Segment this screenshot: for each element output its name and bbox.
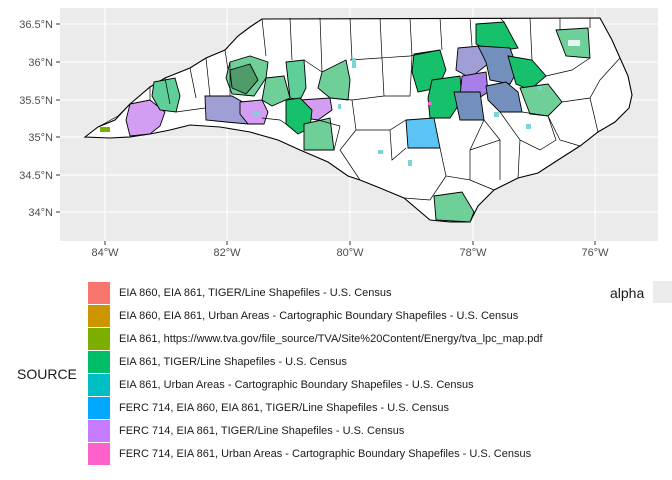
urban-patch: [568, 40, 580, 46]
territory-ferc-tiger-purple1: [125, 99, 166, 137]
legend-swatch: [88, 305, 110, 327]
pink-patch: [428, 102, 432, 105]
territory-tiger-green-i: [427, 75, 463, 119]
map-panel: 36.5°N 36°N 35.5°N 35°N 34.5°N 34°N 84°W…: [19, 8, 658, 259]
legend-swatch: [88, 328, 110, 350]
territory-tiger-green-c: [261, 75, 291, 107]
legend-item: FERC 714, EIA 860, EIA 861, TIGER/Line S…: [88, 397, 449, 419]
territory-tiger-green-d: [285, 59, 307, 101]
lat-tick-label: 35°N: [28, 132, 53, 144]
lon-tick-label: 76°W: [581, 247, 609, 259]
urban-patch: [538, 86, 542, 90]
lon-tick-label: 84°W: [91, 247, 119, 259]
territory-ferc-tiger-blue2: [477, 45, 519, 85]
lon-tick-labels: 84°W 82°W 80°W 78°W 76°W: [91, 247, 609, 259]
legend-item: FERC 714, EIA 861, Urban Areas - Cartogr…: [88, 443, 531, 465]
tva-patch: [100, 127, 110, 132]
legend-title: SOURCE: [17, 366, 77, 382]
territory-tiger-green-f: [317, 59, 351, 101]
county-boundaries: [97, 17, 621, 201]
legend-item: EIA 860, EIA 861, TIGER/Line Shapefiles …: [88, 282, 392, 304]
territory-tiger-green-l: [519, 83, 563, 117]
lat-tick-label: 35.5°N: [19, 95, 53, 107]
legend-label: EIA 861, https://www.tva.gov/file_source…: [119, 333, 543, 345]
territory-fills: [125, 21, 591, 223]
lat-tick-label: 34°N: [28, 207, 53, 219]
urban-patch: [526, 124, 531, 129]
lon-tick-label: 82°W: [213, 247, 241, 259]
territory-ferc-860-blue: [405, 117, 441, 149]
legend-swatch: [88, 374, 110, 396]
urban-patch: [408, 160, 412, 166]
legend-label: EIA 860, EIA 861, TIGER/Line Shapefiles …: [119, 287, 392, 299]
legend-label: EIA 860, EIA 861, Urban Areas - Cartogra…: [119, 310, 519, 322]
legend-label: FERC 714, EIA 861, TIGER/Line Shapefiles…: [119, 425, 405, 437]
legend-swatch: [88, 351, 110, 373]
lat-tick-label: 36.5°N: [19, 19, 53, 31]
legend-label: EIA 861, Urban Areas - Cartographic Boun…: [119, 379, 474, 391]
urban-patch: [338, 104, 341, 109]
alpha-legend-key: [653, 281, 672, 303]
legend-swatch: [88, 420, 110, 442]
urban-area-patches: [100, 40, 580, 166]
legend-item: EIA 860, EIA 861, Urban Areas - Cartogra…: [88, 305, 518, 327]
territory-tiger-green-k: [507, 55, 547, 91]
legend-label: EIA 861, TIGER/Line Shapefiles - U.S. Ce…: [119, 356, 347, 368]
legend-item: FERC 714, EIA 861, TIGER/Line Shapefiles…: [88, 420, 404, 442]
axis-ticks: [56, 23, 596, 245]
territory-ferc-tiger-blue1: [455, 45, 489, 79]
legend-swatch: [88, 443, 110, 465]
legend-label: FERC 714, EIA 860, EIA 861, TIGER/Line S…: [119, 402, 449, 414]
lon-tick-label: 78°W: [459, 247, 487, 259]
urban-patch: [254, 112, 260, 116]
lat-tick-label: 36°N: [28, 57, 53, 69]
urban-patch: [378, 150, 383, 154]
territory-tiger-darkgreen: [229, 63, 259, 95]
urban-patch: [352, 58, 356, 68]
urban-patch: [494, 112, 499, 117]
legend-swatch: [88, 397, 110, 419]
lat-tick-labels: 36.5°N 36°N 35.5°N 35°N 34.5°N 34°N: [19, 19, 53, 219]
legend-item: EIA 861, TIGER/Line Shapefiles - U.S. Ce…: [88, 351, 347, 373]
legend-item: EIA 861, Urban Areas - Cartographic Boun…: [88, 374, 474, 396]
alpha-legend-title: alpha: [610, 285, 645, 301]
lon-tick-label: 80°W: [336, 247, 364, 259]
legend-swatch: [88, 282, 110, 304]
legend-label: FERC 714, EIA 861, Urban Areas - Cartogr…: [119, 448, 532, 460]
lat-tick-label: 34.5°N: [19, 170, 53, 182]
territory-tiger-green-n: [433, 191, 475, 223]
legend-item: EIA 861, https://www.tva.gov/file_source…: [88, 328, 543, 350]
